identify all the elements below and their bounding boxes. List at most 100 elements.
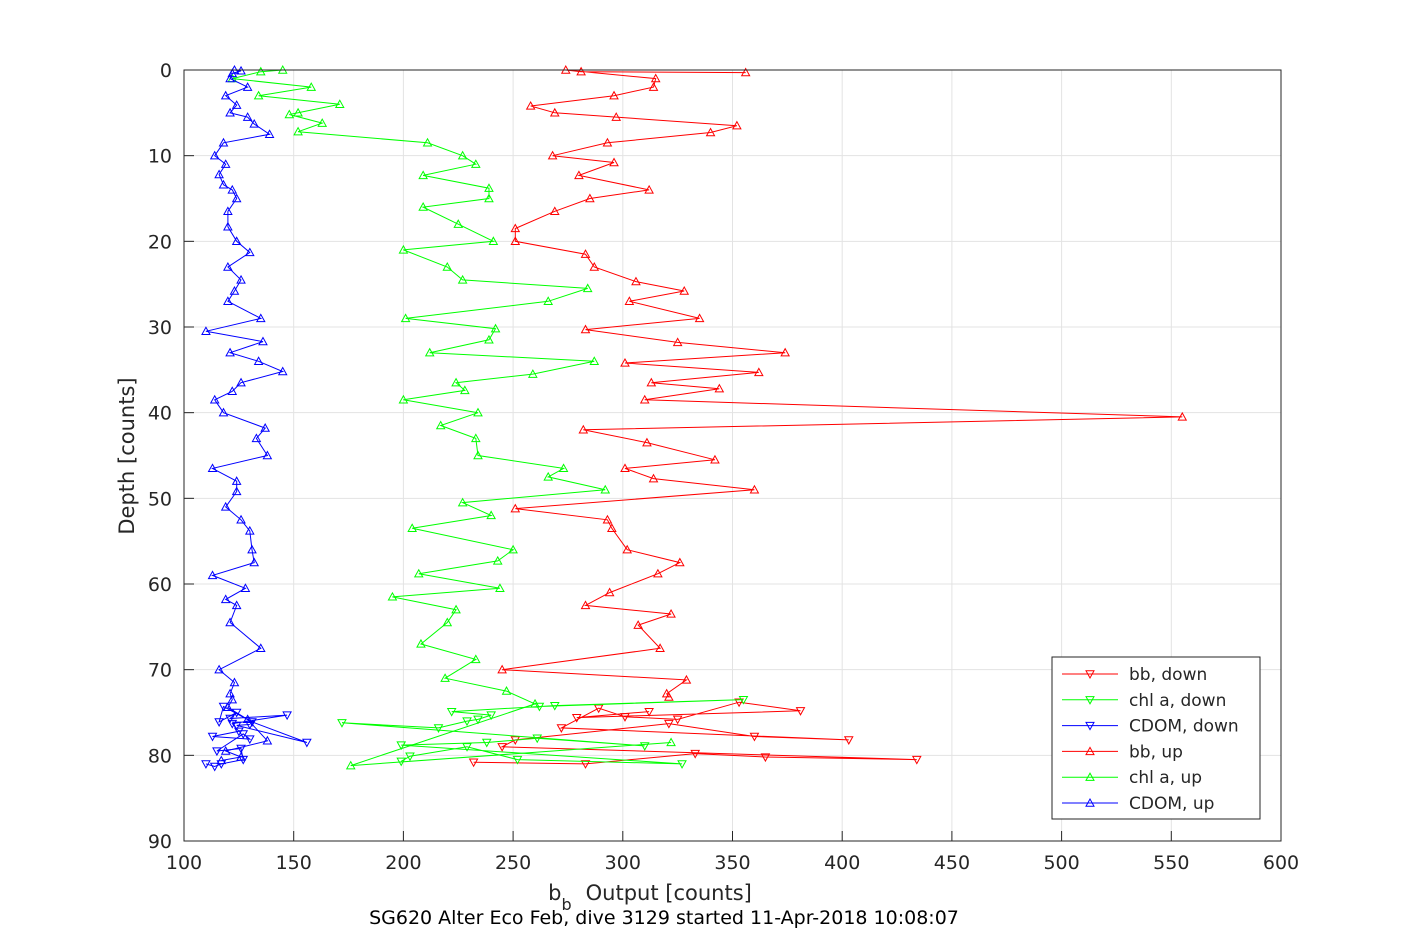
legend-entry: bb, down [1062,665,1207,685]
legend-entry: CDOM, down [1062,717,1239,737]
data-point [225,107,235,117]
data-point [209,394,220,404]
data-point [209,762,220,772]
data-point [244,525,255,535]
data-point [602,514,613,524]
data-point [470,159,481,168]
data-point [227,386,238,395]
data-point [606,523,617,533]
data-point [1177,411,1188,421]
data-point [446,707,457,717]
data-point [486,510,497,520]
legend-entry: chl a, up [1062,768,1202,788]
data-point [247,544,257,554]
data-point [633,620,644,629]
data-point [398,394,409,404]
data-point [225,347,235,357]
y-tick-label: 80 [148,745,172,767]
legend-label: bb, up [1129,742,1183,762]
data-point [492,555,503,565]
data-point [207,570,218,580]
data-point [231,236,242,246]
x-axis: 100 150 200 250 300 350 400 450 500 550 600 [166,831,1299,874]
series-line [502,69,1183,698]
data-point [694,313,705,323]
data-point [416,638,426,648]
data-point [214,169,224,179]
legend-label: CDOM, down [1129,717,1239,737]
data-point [639,394,650,404]
data-point [387,591,398,601]
data-point [244,247,255,257]
data-point [229,285,240,295]
data-point [655,643,665,652]
data-point [571,713,582,723]
data-point [495,583,505,592]
data-point [549,206,560,216]
data-point [470,433,481,443]
data-point [589,356,600,365]
legend-entry: chl a, down [1062,691,1226,711]
data-point [549,107,560,117]
data-point [282,711,292,721]
x-tick-label: 450 [934,852,970,874]
data-point [442,617,453,627]
data-point [209,150,220,160]
data-point [223,206,233,216]
data-point [293,126,303,136]
data-point [216,755,227,765]
data-point [229,677,240,687]
data-point [650,73,661,83]
data-point [740,67,751,77]
data-point [508,544,518,554]
x-tick-label: 350 [714,852,750,874]
series-1 [337,695,749,769]
data-point [556,724,567,733]
data-point [413,568,424,578]
data-point [227,68,238,78]
data-point [253,356,264,365]
data-point [578,424,589,434]
data-point [648,473,659,483]
data-point [580,249,591,258]
data-point [405,752,415,762]
data-point [468,758,479,768]
data-point [396,741,407,751]
data-point [345,760,356,770]
y-tick-label: 90 [148,831,172,853]
data-point [734,698,744,708]
legend-entry: CDOM, up [1062,794,1214,814]
data-point [262,735,273,745]
data-point [473,407,483,417]
data-point [435,420,446,430]
data-point [236,274,246,284]
data-point [334,99,345,108]
data-point [236,752,246,761]
series-line [473,701,917,765]
data-point [543,296,554,305]
data-point [705,127,716,137]
data-point [672,715,683,725]
data-point [225,617,235,627]
data-point [589,262,600,271]
data-point [738,695,749,705]
series-3 [497,64,1188,701]
data-point [442,262,453,271]
data-point [484,193,494,203]
data-point [710,454,720,464]
data-point [666,737,676,747]
data-point [462,743,472,752]
data-point [585,193,595,203]
data-point [760,753,771,763]
data-point [749,484,760,494]
data-point [400,313,411,323]
data-point [664,692,674,701]
data-point [580,760,591,769]
data-point [457,497,468,507]
data-point [677,760,687,769]
data-point [255,66,266,76]
y-tick-label: 60 [148,574,172,596]
y-tick-label: 40 [148,403,172,425]
data-point [236,377,246,387]
